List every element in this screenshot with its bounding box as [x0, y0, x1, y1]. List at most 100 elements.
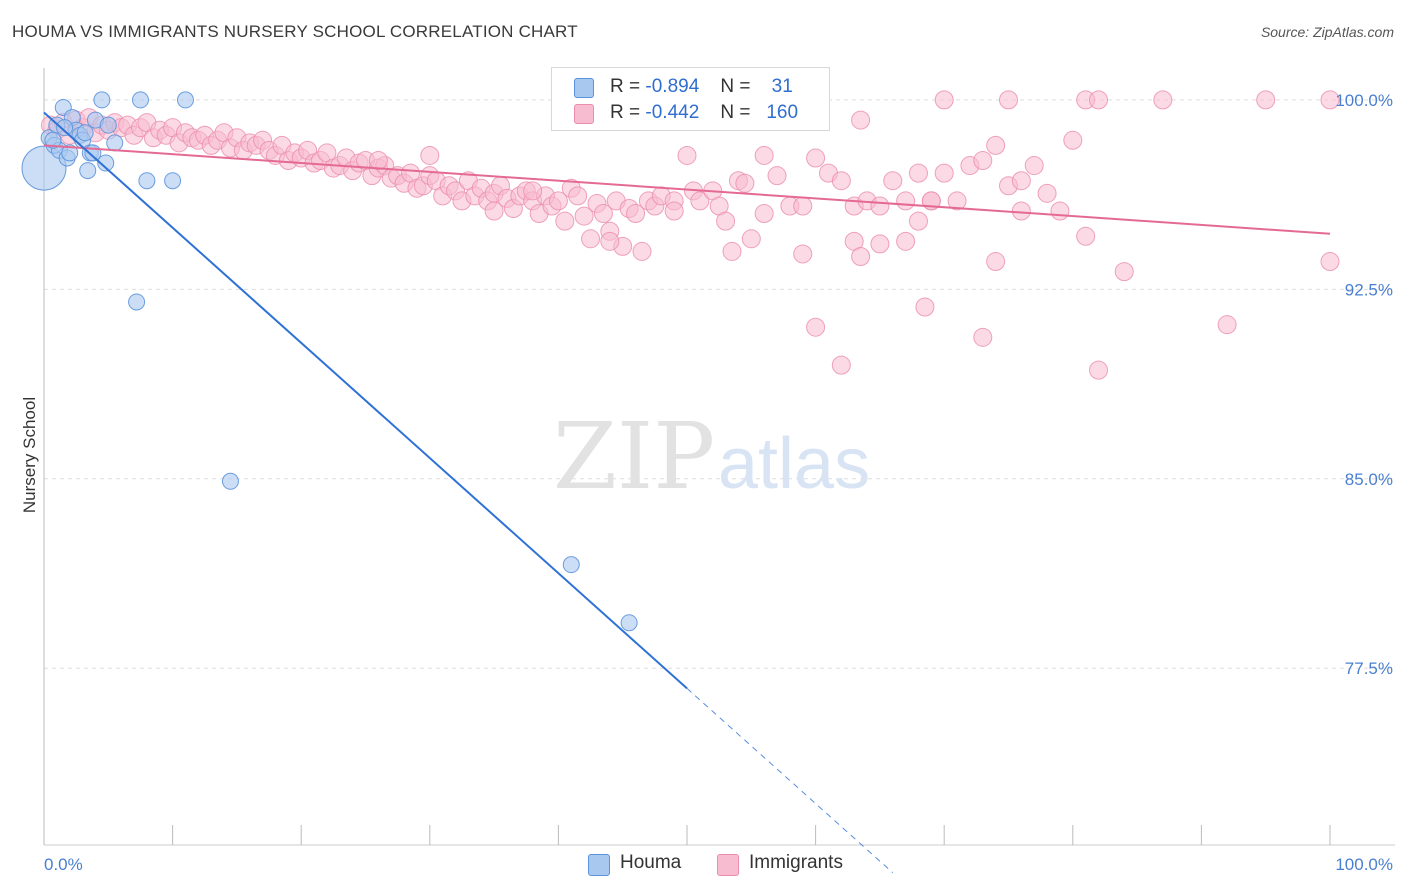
immigrants-point [934, 90, 954, 110]
immigrants-point [690, 191, 710, 211]
legend-immigrants-text: R = -0.442 N = 160 [610, 102, 798, 124]
immigrants-point [1089, 360, 1109, 380]
immigrants-legend-label: Immigrants [749, 852, 843, 873]
immigrants-point [523, 181, 543, 201]
immigrants-point [908, 163, 928, 183]
watermark: ZIP atlas [553, 403, 870, 510]
houma-point [620, 614, 638, 632]
immigrants-point [1063, 130, 1083, 150]
y-axis-title: Nursery School [20, 397, 39, 513]
immigrants-point [754, 145, 774, 165]
immigrants-point [420, 145, 440, 165]
houma-point [76, 124, 94, 142]
houma-point [221, 472, 239, 490]
immigrants-point [986, 252, 1006, 272]
y-tick-label: 85.0% [1345, 470, 1393, 489]
immigrants-point [632, 241, 652, 261]
immigrants-point [716, 211, 736, 231]
immigrants-point [574, 206, 594, 226]
immigrants-point [831, 171, 851, 191]
immigrants-point [593, 204, 613, 224]
houma-point [128, 293, 146, 311]
y-tick-label: 77.5% [1345, 659, 1393, 678]
immigrants-point [883, 171, 903, 191]
immigrants-point [851, 110, 871, 130]
houma-point [56, 119, 74, 137]
houma-point [176, 91, 194, 109]
houma-swatch [574, 78, 594, 98]
y-tick-label: 92.5% [1345, 280, 1393, 299]
immigrants-r-label: R = [610, 102, 641, 123]
immigrants-point [793, 196, 813, 216]
immigrants-point [754, 204, 774, 224]
immigrants-point [722, 241, 742, 261]
immigrants-point [896, 231, 916, 251]
immigrants-point [870, 234, 890, 254]
immigrants-point [915, 297, 935, 317]
houma-r-label: R = [610, 76, 641, 97]
houma-n-value: 31 [771, 76, 793, 97]
immigrants-point [735, 173, 755, 193]
houma-point [93, 91, 111, 109]
houma-point [164, 172, 182, 190]
immigrants-point [600, 231, 620, 251]
houma-point [97, 154, 115, 172]
immigrants-point [1217, 315, 1237, 335]
immigrants-point [1011, 201, 1031, 221]
houma-trend-extension [686, 688, 894, 874]
immigrants-point [555, 211, 575, 231]
x-tick-label: 0.0% [44, 855, 83, 874]
immigrants-point [741, 229, 761, 249]
immigrants-point [793, 244, 813, 264]
houma-legend-label: Houma [620, 852, 682, 873]
immigrants-point [908, 211, 928, 231]
houma-r-value: -0.894 [645, 76, 700, 97]
chart-title: HOUMA VS IMMIGRANTS NURSERY SCHOOL CORRE… [12, 22, 578, 41]
immigrants-point [1089, 90, 1109, 110]
immigrants-point [934, 163, 954, 183]
houma-point [79, 162, 97, 180]
y-tick-label: 100.0% [1335, 91, 1393, 110]
immigrants-point [986, 135, 1006, 155]
immigrants-point [806, 317, 826, 337]
immigrants-swatch [574, 104, 594, 124]
houma-point [138, 172, 156, 190]
immigrants-point [973, 151, 993, 171]
immigrants-legend-swatch [717, 854, 739, 876]
houma-trend-line [43, 111, 688, 690]
immigrants-point [1114, 262, 1134, 282]
immigrants-point [548, 191, 568, 211]
immigrants-point [484, 201, 504, 221]
immigrants-point [568, 186, 588, 206]
immigrants-n-label: N = [720, 102, 751, 123]
watermark-zip: ZIP [553, 403, 715, 510]
immigrants-n-value: 160 [766, 102, 799, 123]
source-credit[interactable]: Source: ZipAtlas.com [1260, 24, 1394, 40]
trend-lines [43, 111, 1331, 874]
immigrants-point [1256, 90, 1276, 110]
immigrants-point [1011, 171, 1031, 191]
houma-points [21, 91, 638, 632]
immigrants-trend-line [43, 144, 1331, 235]
axis-labels: 100.0% 92.5% 85.0% 77.5% 0.0% 100.0% Nursery S… [20, 91, 1393, 874]
immigrants-point [677, 145, 697, 165]
series-legend: Houma Immigrants [0, 852, 1406, 878]
houma-point [562, 556, 580, 574]
houma-legend-swatch [588, 854, 610, 876]
houma-point [44, 131, 62, 149]
immigrants-point [1320, 252, 1340, 272]
x-tick-label: 100.0% [1335, 855, 1393, 874]
immigrants-point [1024, 156, 1044, 176]
houma-n-label: N = [720, 76, 751, 97]
immigrants-point [947, 191, 967, 211]
immigrants-point [851, 246, 871, 266]
immigrants-point [664, 201, 684, 221]
immigrants-point [1320, 90, 1340, 110]
axes [43, 68, 1395, 846]
immigrants-point [368, 151, 388, 171]
immigrants-point [1153, 90, 1173, 110]
immigrants-point [831, 355, 851, 375]
immigrants-points [40, 90, 1340, 380]
immigrants-point [973, 327, 993, 347]
